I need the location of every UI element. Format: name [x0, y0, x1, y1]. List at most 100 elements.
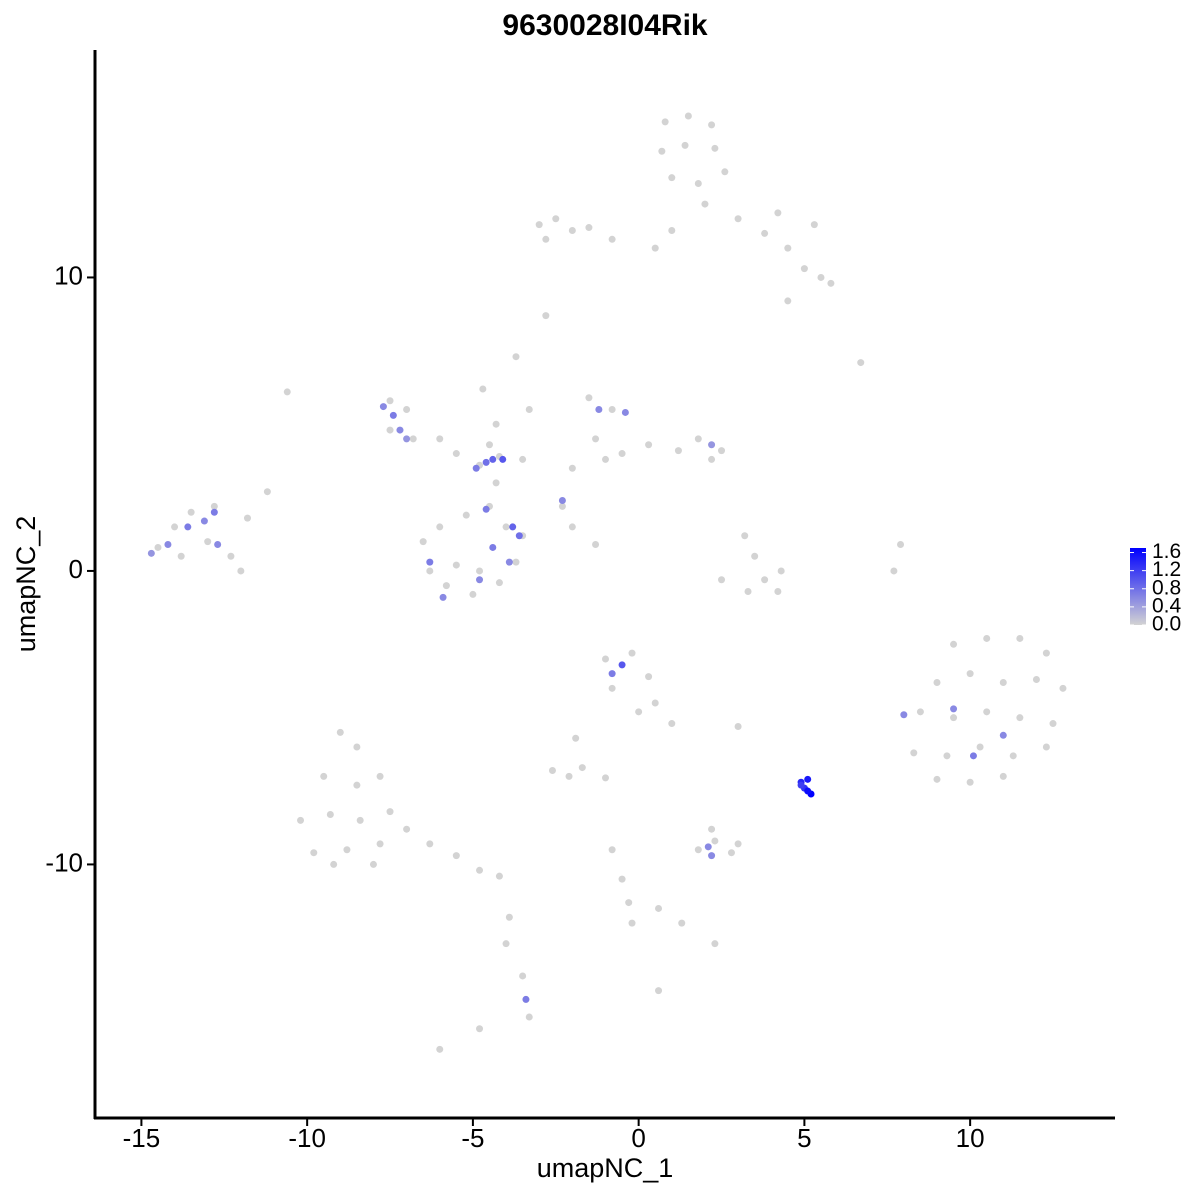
- cell-point: [601, 655, 609, 663]
- colorbar-label: 1.6: [1152, 540, 1181, 563]
- cell-point: [701, 200, 709, 208]
- cell-point: [436, 1045, 444, 1053]
- cell-point: [933, 678, 941, 686]
- cell-point: [900, 711, 908, 719]
- chart-title: 9630028I04Rik: [502, 9, 707, 42]
- cell-point: [711, 144, 719, 152]
- cell-point: [515, 532, 523, 540]
- cell-point: [476, 1025, 484, 1033]
- cell-point: [214, 541, 222, 549]
- x-tick-label: 5: [797, 1123, 811, 1153]
- cell-point: [376, 772, 384, 780]
- cell-point: [1042, 743, 1050, 751]
- cell-point: [439, 593, 447, 601]
- cell-point: [499, 455, 507, 463]
- cell-point: [542, 235, 550, 243]
- cell-point: [227, 552, 235, 560]
- x-tick-label: 0: [631, 1123, 645, 1153]
- cell-point: [403, 435, 411, 443]
- cell-point: [655, 987, 663, 995]
- cell-point: [1059, 684, 1067, 692]
- cell-point: [489, 455, 497, 463]
- cell-point: [694, 180, 702, 188]
- cell-point: [943, 752, 951, 760]
- cell-point: [200, 517, 208, 525]
- cell-point: [558, 502, 566, 510]
- cell-point: [741, 532, 749, 540]
- cell-point: [336, 728, 344, 736]
- cell-point: [804, 787, 812, 795]
- cell-point: [386, 426, 394, 434]
- cell-point: [568, 464, 576, 472]
- cell-point: [320, 772, 328, 780]
- cell-point: [1016, 714, 1024, 722]
- cell-point: [727, 849, 735, 857]
- cell-point: [502, 523, 510, 531]
- cell-point: [681, 141, 689, 149]
- x-axis-title: umapNC_1: [537, 1153, 674, 1183]
- cell-point: [618, 661, 626, 669]
- cell-point: [628, 919, 636, 927]
- cell-point: [263, 488, 271, 496]
- colorbar: [1130, 548, 1146, 625]
- cell-point: [708, 121, 716, 129]
- cell-point: [708, 825, 716, 833]
- cell-point: [492, 420, 500, 428]
- cell-point: [522, 995, 530, 1003]
- cell-point: [661, 118, 669, 126]
- cell-point: [485, 441, 493, 449]
- cell-point: [558, 497, 566, 505]
- cell-point: [164, 541, 172, 549]
- x-tick-label: -5: [461, 1123, 484, 1153]
- cell-point: [608, 235, 616, 243]
- cell-point: [694, 435, 702, 443]
- cell-point: [495, 872, 503, 880]
- cell-point: [237, 567, 245, 575]
- cell-point: [154, 543, 162, 551]
- cell-point: [1042, 649, 1050, 657]
- cell-point: [655, 904, 663, 912]
- cell-point: [651, 244, 659, 252]
- cell-point: [608, 684, 616, 692]
- cell-point: [857, 359, 865, 367]
- cell-point: [751, 552, 759, 560]
- cell-point: [565, 772, 573, 780]
- cell-point: [505, 913, 513, 921]
- cell-point: [734, 722, 742, 730]
- cell-point: [204, 538, 212, 546]
- cell-point: [243, 514, 251, 522]
- cell-point: [797, 781, 805, 789]
- cell-point: [635, 708, 643, 716]
- cell-point: [734, 215, 742, 223]
- cell-point: [708, 852, 716, 860]
- cell-point: [890, 567, 898, 575]
- cell-point: [426, 558, 434, 566]
- cell-point: [608, 846, 616, 854]
- cell-point: [419, 538, 427, 546]
- cell-point: [585, 224, 593, 232]
- cell-point: [502, 940, 510, 948]
- cell-point: [572, 734, 580, 742]
- cell-point: [482, 505, 490, 513]
- y-axis-title: umapNC_2: [11, 516, 41, 653]
- cell-point: [476, 866, 484, 874]
- x-tick-label: -10: [288, 1123, 326, 1153]
- cell-point: [578, 764, 586, 772]
- cell-point: [668, 720, 676, 728]
- cell-point: [608, 670, 616, 678]
- cell-point: [1032, 676, 1040, 684]
- cell-point: [628, 649, 636, 657]
- cell-point: [442, 582, 450, 590]
- cell-point: [708, 455, 716, 463]
- cell-point: [608, 406, 616, 414]
- cell-point: [804, 775, 812, 783]
- cell-point: [744, 587, 752, 595]
- cell-point: [283, 388, 291, 396]
- cell-point: [177, 552, 185, 560]
- cell-point: [353, 781, 361, 789]
- cell-point: [436, 435, 444, 443]
- cell-point: [452, 450, 460, 458]
- cell-point: [1009, 752, 1017, 760]
- cell-point: [621, 408, 629, 416]
